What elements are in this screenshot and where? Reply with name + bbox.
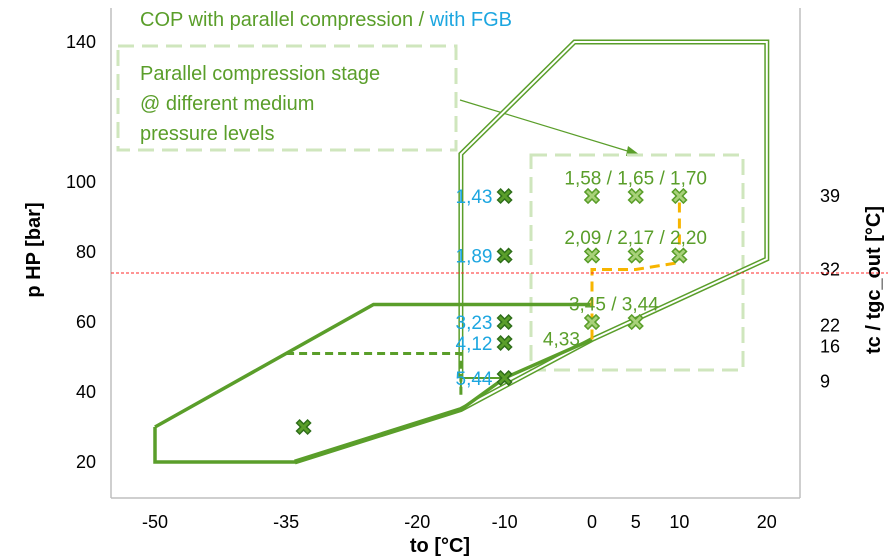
parallel-point-fill <box>627 247 644 264</box>
y2-tick-label: 22 <box>820 316 840 336</box>
y-tick-label: 140 <box>66 32 96 52</box>
annotation-line: @ different medium <box>140 93 314 115</box>
chart-title-fgb: with FGB <box>429 9 512 31</box>
cop-label-parallel: 1,58 / 1,65 / 1,70 <box>564 169 707 190</box>
annotation-line: pressure levels <box>140 123 275 145</box>
x-marker-shape <box>295 418 312 436</box>
cop-label-fgb: 5,44 <box>456 369 493 390</box>
operating-envelopes <box>153 39 770 465</box>
fgb-point <box>496 334 513 352</box>
cop-label-fgb: 1,43 <box>456 187 493 208</box>
x-tick-label: 5 <box>631 512 641 532</box>
chart-title-parallel: COP with parallel compression / <box>140 9 430 31</box>
parallel-point-fill <box>627 313 644 331</box>
annotation-text: Parallel compression stage @ different me… <box>140 63 380 145</box>
cop-label-fgb: 4,12 <box>456 334 493 355</box>
x-marker-shape <box>627 313 644 331</box>
dashed-guides <box>286 196 681 399</box>
y-axis-title: p HP [bar] <box>23 202 45 297</box>
x-marker-shape <box>583 313 601 331</box>
y2-tick-label: 16 <box>820 337 840 357</box>
x-marker-shape <box>496 369 513 387</box>
parallel-point-fill <box>671 187 688 205</box>
y-tick-labels: 140 100 80 60 40 20 <box>66 32 96 472</box>
y-tick-label: 100 <box>66 172 96 192</box>
y2-tick-label: 32 <box>820 260 840 280</box>
fgb-point <box>496 187 513 205</box>
x-tick-label: -35 <box>273 512 299 532</box>
fgb-point <box>496 369 513 387</box>
x-marker-shape <box>496 313 513 331</box>
parallel-point-fill <box>627 187 644 205</box>
x-marker-shape <box>496 247 513 264</box>
annotation-line: Parallel compression stage <box>140 63 380 85</box>
x-tick-label: 20 <box>757 512 777 532</box>
x-marker-shape <box>583 247 601 264</box>
x-tick-label: -10 <box>492 512 518 532</box>
x-tick-label: -20 <box>404 512 430 532</box>
x-marker-shape <box>671 187 688 205</box>
parallel-point-fill <box>583 187 601 205</box>
y-tick-label: 80 <box>76 242 96 262</box>
chart-title: COP with parallel compression / with FGB <box>140 9 512 31</box>
x-axis-title: to [°C] <box>410 535 470 557</box>
fgb-point <box>496 247 513 264</box>
fgb-point <box>496 313 513 331</box>
y-tick-label: 20 <box>76 452 96 472</box>
y2-tick-label: 39 <box>820 186 840 206</box>
x-marker-shape <box>583 187 601 205</box>
data-points <box>295 187 688 436</box>
y-tick-label: 60 <box>76 312 96 332</box>
x-tick-label: 0 <box>587 512 597 532</box>
dashed-orange-guide <box>590 196 681 340</box>
x-marker-shape <box>496 187 513 205</box>
cop-label-parallel: 3,45 / 3,44 <box>569 295 659 316</box>
cop-label-fgb: 1,89 <box>456 247 493 268</box>
cop-label-parallel: 4,33 <box>543 330 580 351</box>
x-marker-shape <box>627 187 644 205</box>
envelope-outer-inner <box>294 41 768 463</box>
x-marker-shape <box>627 247 644 264</box>
fgb-point <box>295 418 312 436</box>
y2-axis-title: tc / tgc_out [°C] <box>863 206 885 354</box>
y-tick-label: 40 <box>76 382 96 402</box>
x-tick-label: -50 <box>142 512 168 532</box>
cop-label-fgb: 3,23 <box>456 313 493 334</box>
parallel-point-fill <box>583 313 601 331</box>
dashed-green-guide <box>286 352 463 399</box>
x-marker-shape <box>671 247 688 264</box>
parallel-point-fill <box>583 247 601 264</box>
annotation-arrow <box>459 99 635 154</box>
y2-tick-label: 9 <box>820 372 830 392</box>
cop-label-parallel: 2,09 / 2,17 / 2,20 <box>564 228 707 249</box>
cop-labels: 1,58 / 1,65 / 1,70 2,09 / 2,17 / 2,20 3,45… <box>456 169 707 391</box>
envelope-low-bottom <box>153 337 593 464</box>
parallel-region-box <box>529 153 745 372</box>
envelope-low-top <box>154 302 592 429</box>
x-marker-shape <box>496 334 513 352</box>
x-tick-label: 10 <box>669 512 689 532</box>
annotation-box <box>116 44 458 152</box>
x-tick-labels: -50 -35 -20 -10 0 5 10 20 <box>142 512 777 532</box>
parallel-point-fill <box>671 247 688 264</box>
